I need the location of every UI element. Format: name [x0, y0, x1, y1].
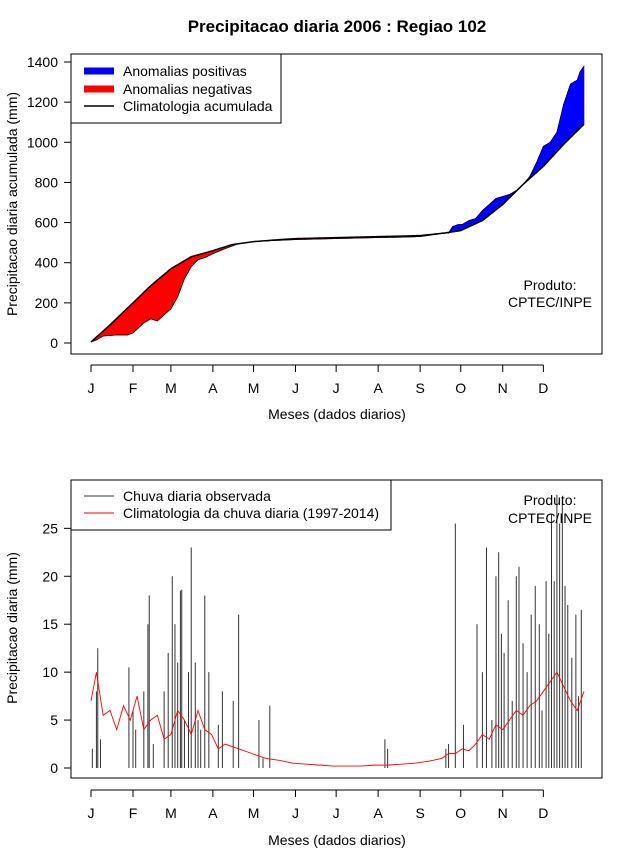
bottom-x-tick-label: N — [498, 805, 508, 821]
climatology-daily-line — [90, 671, 585, 767]
bottom-y-tick-label: 20 — [42, 568, 58, 584]
top-note-line-1: Produto: — [524, 277, 577, 293]
bottom-x-tick-label: A — [373, 805, 383, 821]
top-y-tick-label: 800 — [35, 174, 59, 190]
top-legend: Anomalias positivas Anomalias negativas … — [70, 53, 282, 124]
bottom-y-tick-label: 25 — [42, 520, 58, 536]
top-x-tick-label: F — [129, 380, 138, 396]
top-x-tick-label: J — [292, 380, 299, 396]
climatology-cumulative-line — [90, 123, 585, 343]
daily-climatology-line — [90, 671, 585, 767]
bottom-x-tick-label: M — [248, 805, 260, 821]
top-x-tick-label: A — [373, 380, 383, 396]
bottom-y-tick-label: 15 — [42, 616, 58, 632]
bottom-x-tick-label: J — [88, 805, 95, 821]
bottom-x-axis-label: Meses (dados diarios) — [268, 832, 406, 848]
chart-title: Precipitacao diaria 2006 : Regiao 102 — [188, 17, 487, 36]
top-x-tick-label: D — [538, 380, 548, 396]
top-y-tick-label: 1200 — [27, 94, 58, 110]
top-x-tick-label: J — [88, 380, 95, 396]
bottom-y-axis: 0 5 10 15 20 25 — [42, 520, 72, 776]
top-x-tick-label: J — [333, 380, 340, 396]
top-y-axis: 0 200 400 600 800 1000 1200 1400 — [27, 54, 72, 351]
top-y-tick-label: 1400 — [27, 54, 58, 70]
top-x-tick-label: M — [165, 380, 177, 396]
top-y-tick-label: 200 — [35, 295, 59, 311]
top-x-tick-label: N — [498, 380, 508, 396]
bottom-x-tick-label: D — [538, 805, 548, 821]
positive-anomaly-segment — [582, 65, 585, 127]
bottom-x-tick-label: S — [415, 805, 424, 821]
bottom-x-tick-label: M — [165, 805, 177, 821]
bottom-legend: Chuva diaria observada Climatologia da c… — [70, 479, 392, 531]
cumulative-lines — [90, 65, 585, 343]
top-x-tick-label: M — [248, 380, 260, 396]
bottom-note-line-2: CPTEC/INPE — [508, 510, 592, 526]
top-x-tick-label: S — [415, 380, 424, 396]
top-y-tick-label: 600 — [35, 215, 59, 231]
top-x-tick-label: O — [455, 380, 466, 396]
observed-cumulative-line — [90, 65, 585, 343]
top-note-line-2: CPTEC/INPE — [508, 294, 592, 310]
bottom-x-tick-label: J — [333, 805, 340, 821]
bottom-note-line-1: Produto: — [524, 492, 577, 508]
bottom-x-tick-label: J — [292, 805, 299, 821]
legend-label-observed: Chuva diaria observada — [123, 488, 271, 504]
bottom-y-tick-label: 5 — [50, 712, 58, 728]
top-y-tick-label: 1000 — [27, 134, 58, 150]
top-y-tick-label: 400 — [35, 255, 59, 271]
bottom-x-tick-label: O — [455, 805, 466, 821]
legend-label-climatology: Climatologia acumulada — [123, 98, 273, 114]
bottom-y-axis-label: Precipitacao diaria (mm) — [4, 552, 20, 704]
bottom-legend-box — [70, 479, 392, 531]
legend-label-negative: Anomalias negativas — [123, 81, 252, 97]
bottom-x-tick-label: F — [129, 805, 138, 821]
daily-rain-bars — [91, 494, 582, 768]
top-y-tick-label: 0 — [50, 335, 58, 351]
top-y-axis-label: Precipitacao diaria acumulada (mm) — [4, 92, 20, 316]
bottom-y-tick-label: 0 — [50, 760, 58, 776]
top-x-tick-label: A — [208, 380, 218, 396]
legend-label-positive: Anomalias positivas — [123, 63, 247, 79]
bottom-y-tick-label: 10 — [42, 664, 58, 680]
bottom-x-tick-label: A — [208, 805, 218, 821]
legend-label-daily-climatology: Climatologia da chuva diaria (1997-2014) — [123, 505, 379, 521]
top-x-axis-label: Meses (dados diarios) — [268, 406, 406, 422]
